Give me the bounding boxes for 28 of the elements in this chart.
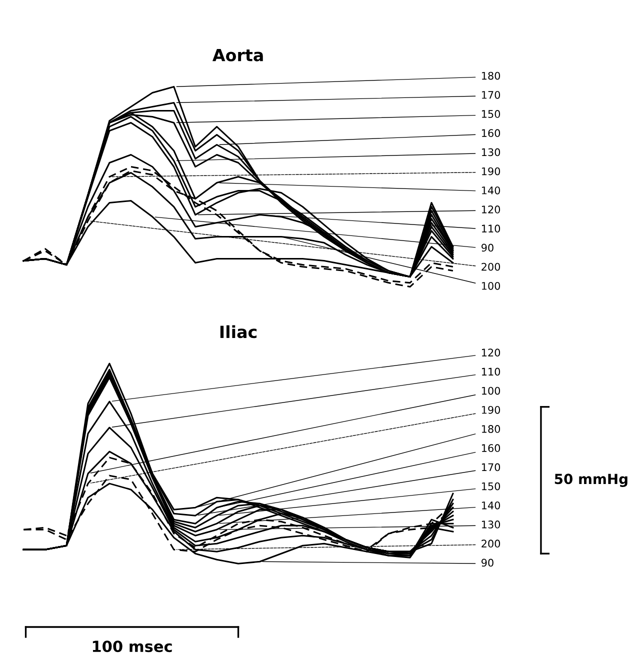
text: 90 <box>482 558 494 567</box>
text: 150 <box>482 110 500 118</box>
text: 120 <box>482 206 500 214</box>
text: 100 msec <box>92 640 172 652</box>
text: 170 <box>482 463 500 472</box>
text: 110 <box>482 224 500 233</box>
text: 130 <box>482 520 500 528</box>
text: 170 <box>482 90 500 99</box>
text: 160 <box>482 129 500 138</box>
text: 180 <box>482 425 500 433</box>
text: 140 <box>482 501 500 510</box>
text: 90 <box>482 244 494 252</box>
text: 180 <box>482 72 500 80</box>
text: 110 <box>482 368 500 376</box>
chart-title: Aorta <box>212 48 263 62</box>
chart-title: Iliac <box>220 325 257 338</box>
text: 50 mmHg <box>554 474 628 487</box>
text: 140 <box>482 186 500 194</box>
text: 100 <box>482 282 500 290</box>
text: 190 <box>482 406 500 414</box>
text: 190 <box>482 167 500 176</box>
text: 120 <box>482 348 500 357</box>
text: 150 <box>482 482 500 490</box>
text: 160 <box>482 444 500 452</box>
text: 200 <box>482 262 500 271</box>
text: 130 <box>482 148 500 156</box>
text: 200 <box>482 540 500 548</box>
text: 100 <box>482 386 500 395</box>
